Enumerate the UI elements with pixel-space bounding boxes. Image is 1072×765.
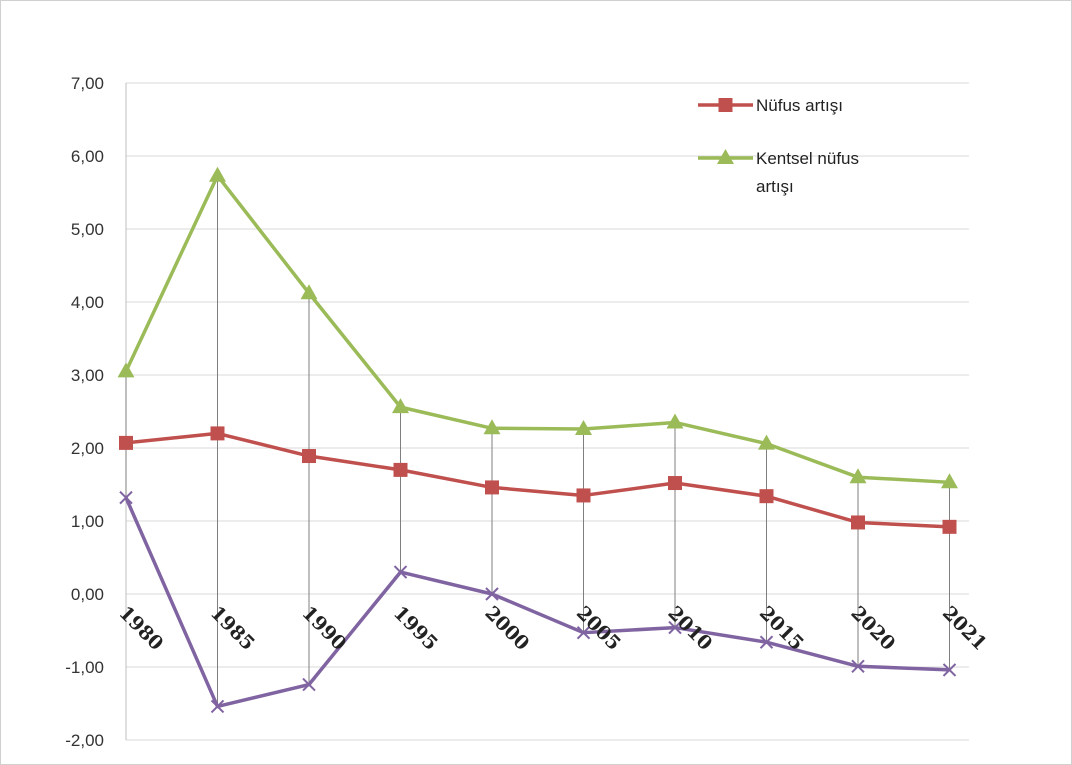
series-line-3 bbox=[124, 496, 950, 709]
data-point bbox=[392, 398, 409, 414]
data-point bbox=[483, 419, 501, 435]
legend-marker-1 bbox=[718, 98, 733, 112]
y-tick-label: 2,00 bbox=[71, 439, 104, 458]
y-tick-label: -1,00 bbox=[65, 658, 104, 677]
data-point bbox=[941, 473, 958, 489]
data-point bbox=[300, 284, 318, 300]
y-tick-label: 7,00 bbox=[71, 74, 104, 93]
data-point bbox=[759, 489, 774, 504]
data-point bbox=[851, 659, 865, 673]
data-point bbox=[485, 480, 499, 495]
series-line-2 bbox=[124, 173, 950, 485]
data-point bbox=[575, 420, 592, 436]
data-point bbox=[851, 515, 865, 530]
y-tick-label: 6,00 bbox=[71, 147, 104, 166]
data-point bbox=[119, 490, 133, 505]
data-point bbox=[393, 462, 408, 477]
data-point bbox=[666, 413, 684, 429]
data-point bbox=[942, 663, 957, 677]
y-tick-label: 1,00 bbox=[71, 512, 104, 531]
y-tick-label: 4,00 bbox=[71, 293, 104, 312]
data-point bbox=[576, 488, 591, 503]
series-line-1 bbox=[125, 431, 950, 529]
data-point bbox=[849, 468, 867, 484]
x-tick-label: 1985 bbox=[206, 602, 259, 655]
legend-label-2-line-2: artışı bbox=[756, 177, 794, 196]
data-point bbox=[209, 166, 226, 182]
y-tick-label: 5,00 bbox=[71, 220, 104, 239]
legend-label-2-line-1: Kentsel nüfus bbox=[756, 149, 859, 168]
data-point bbox=[485, 587, 499, 601]
x-tick-label: 2021 bbox=[938, 602, 991, 655]
data-point bbox=[117, 362, 135, 378]
data-point bbox=[210, 426, 225, 441]
data-point bbox=[393, 565, 408, 579]
data-point bbox=[119, 435, 133, 450]
data-point bbox=[210, 699, 225, 714]
data-point bbox=[668, 620, 682, 635]
legend-marker-2 bbox=[717, 149, 734, 164]
data-point bbox=[668, 476, 682, 491]
y-tick-label: 3,00 bbox=[71, 366, 104, 385]
legend-label-1: Nüfus artışı bbox=[756, 96, 843, 115]
x-tick-label: 1980 bbox=[114, 602, 167, 655]
y-tick-label: 0,00 bbox=[71, 585, 104, 604]
data-point bbox=[759, 635, 774, 649]
x-tick-label: 1995 bbox=[389, 602, 442, 655]
x-tick-label: 2020 bbox=[846, 602, 899, 655]
data-point bbox=[302, 677, 316, 692]
data-point bbox=[758, 434, 775, 450]
y-tick-label: -2,00 bbox=[65, 731, 104, 750]
data-point bbox=[302, 449, 316, 464]
data-point bbox=[576, 625, 591, 640]
data-point bbox=[942, 519, 957, 534]
x-tick-label: 1990 bbox=[297, 602, 350, 655]
